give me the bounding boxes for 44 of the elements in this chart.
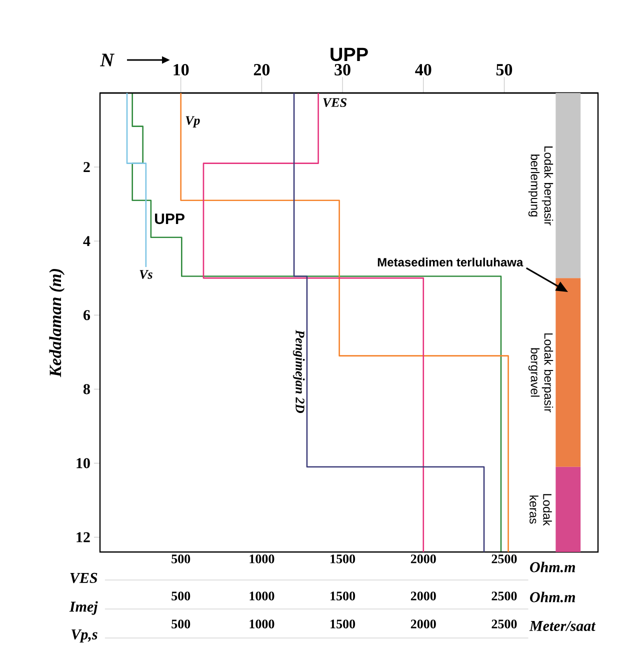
x2-tick-label: 30	[334, 64, 350, 76]
series-label: VES	[323, 98, 347, 108]
y-tick-label: 10	[76, 458, 90, 468]
text: 2000	[410, 592, 436, 600]
x-tick-label: 1500	[330, 554, 356, 564]
y-tick-label: 8	[83, 384, 90, 394]
y-axis-title: Kedalaman (m)	[49, 269, 65, 378]
series-label: Vs	[140, 270, 152, 279]
x2-tick-label: 50	[496, 64, 512, 76]
text: 500	[172, 620, 190, 628]
x-tick-label: 2000	[410, 554, 436, 564]
text: 1500	[330, 592, 356, 600]
x-tick-label: 500	[172, 554, 190, 564]
x2-axis-title: UPP	[330, 48, 368, 62]
y-tick-label: 4	[83, 236, 90, 246]
text: N	[100, 54, 114, 66]
text: 1000	[250, 592, 274, 600]
text: Pengimejan 2D	[292, 330, 305, 413]
series-label: UPP	[155, 214, 184, 224]
x-tick-label: 1000	[250, 554, 274, 564]
y-tick-label: 6	[83, 310, 90, 320]
band-label: Lodak berpasir berlempung	[528, 146, 554, 226]
text: Ohm.m	[530, 592, 576, 602]
text: Imej	[69, 601, 98, 615]
text: 500	[172, 592, 190, 600]
y-tick-label: 2	[84, 162, 90, 172]
x-axis-title: VES	[70, 572, 98, 584]
band-label: Lodak keras	[530, 494, 552, 526]
text: 2500	[492, 620, 517, 628]
text: Meter/saat	[529, 620, 596, 632]
x2-tick-label: 40	[415, 64, 432, 76]
y-tick-label: 12	[76, 532, 90, 542]
x2-tick-label: 10	[174, 64, 189, 76]
x2-tick-label: 20	[254, 64, 270, 76]
series-label: Vp	[186, 116, 200, 128]
band-label: Lodak berpasir bergravel	[528, 333, 554, 412]
text: 1000	[250, 620, 274, 628]
text: Ohm.m	[530, 562, 576, 572]
text: 1500	[330, 620, 356, 628]
text: 2000	[410, 620, 436, 628]
text: Vp,s	[72, 630, 98, 643]
annotation: Metasedimen terluluhawa	[378, 258, 524, 266]
text: 2500	[492, 592, 517, 600]
x-tick-label: 2500	[492, 554, 517, 564]
